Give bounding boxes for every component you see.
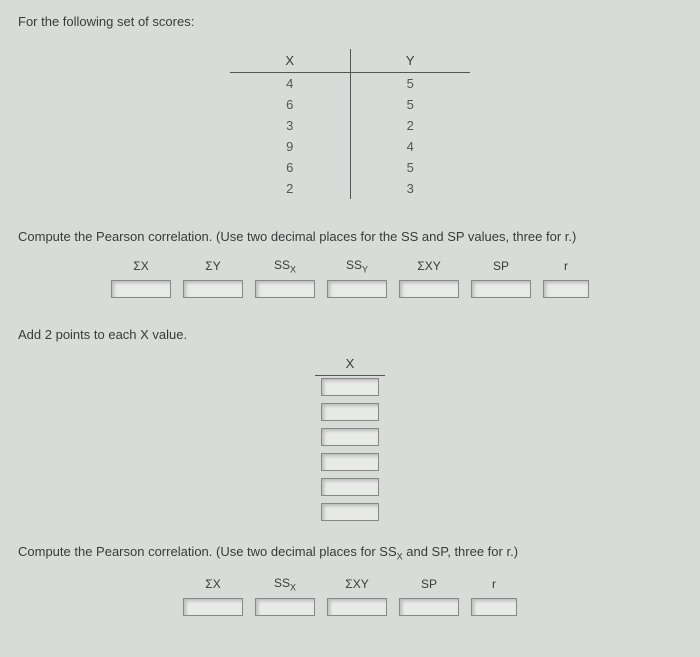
input-sigma-x[interactable]: [111, 280, 171, 298]
input-ssx[interactable]: [255, 280, 315, 298]
label-sigma-xy-2: ΣXY: [321, 572, 393, 596]
single-x-container: X: [18, 352, 682, 526]
input-x-row[interactable]: [321, 503, 379, 521]
prompt-add-2: Add 2 points to each X value.: [18, 327, 682, 342]
cell-x: 6: [230, 157, 350, 178]
table-row: [315, 401, 385, 426]
table-row: [315, 501, 385, 526]
cell-x: 9: [230, 136, 350, 157]
table-row: 65: [230, 157, 470, 178]
input-ssx-2[interactable]: [255, 598, 315, 616]
label-ssx: SSX: [249, 254, 321, 278]
single-x-table: X: [315, 352, 385, 526]
xy-table-container: X Y 45 65 32 94 65 23: [18, 49, 682, 199]
label-r: r: [537, 254, 595, 278]
input-x-row[interactable]: [321, 478, 379, 496]
cell-x: 6: [230, 94, 350, 115]
table-row: 32: [230, 115, 470, 136]
input-r-2[interactable]: [471, 598, 517, 616]
input-sigma-x-2[interactable]: [183, 598, 243, 616]
cell-y: 2: [350, 115, 470, 136]
input-x-row[interactable]: [321, 378, 379, 396]
cell-x: 4: [230, 73, 350, 95]
col-head-x2: X: [315, 352, 385, 376]
calc-row-1: ΣX ΣY SSX SSY ΣXY SP r: [18, 254, 682, 303]
table-row: [315, 476, 385, 501]
table-row: [315, 376, 385, 402]
table-row: 65: [230, 94, 470, 115]
table-row: [315, 426, 385, 451]
prompt-scores: For the following set of scores:: [18, 14, 682, 29]
input-sp-2[interactable]: [399, 598, 459, 616]
label-sigma-x: ΣX: [105, 254, 177, 278]
col-head-y: Y: [350, 49, 470, 73]
label-sigma-x-2: ΣX: [177, 572, 249, 596]
table-row: 23: [230, 178, 470, 199]
label-sigma-xy: ΣXY: [393, 254, 465, 278]
xy-table: X Y 45 65 32 94 65 23: [230, 49, 470, 199]
cell-x: 3: [230, 115, 350, 136]
cell-y: 5: [350, 73, 470, 95]
label-r-2: r: [465, 572, 523, 596]
label-ssy: SSY: [321, 254, 393, 278]
table-row: [315, 451, 385, 476]
table-row: 94: [230, 136, 470, 157]
input-sigma-xy-2[interactable]: [327, 598, 387, 616]
input-sigma-y[interactable]: [183, 280, 243, 298]
input-x-row[interactable]: [321, 403, 379, 421]
instruction-pearson-1: Compute the Pearson correlation. (Use tw…: [18, 229, 682, 244]
input-r[interactable]: [543, 280, 589, 298]
instruction-pearson-2: Compute the Pearson correlation. (Use tw…: [18, 544, 682, 562]
label-ssx-2: SSX: [249, 572, 321, 596]
input-x-row[interactable]: [321, 453, 379, 471]
col-head-x: X: [230, 49, 350, 73]
cell-y: 3: [350, 178, 470, 199]
input-sp[interactable]: [471, 280, 531, 298]
table-row: 45: [230, 73, 470, 95]
cell-y: 5: [350, 157, 470, 178]
cell-x: 2: [230, 178, 350, 199]
label-sp: SP: [465, 254, 537, 278]
input-sigma-xy[interactable]: [399, 280, 459, 298]
input-ssy[interactable]: [327, 280, 387, 298]
label-sigma-y: ΣY: [177, 254, 249, 278]
cell-y: 4: [350, 136, 470, 157]
calc-row-2: ΣX SSX ΣXY SP r: [18, 572, 682, 621]
label-sp-2: SP: [393, 572, 465, 596]
input-x-row[interactable]: [321, 428, 379, 446]
cell-y: 5: [350, 94, 470, 115]
